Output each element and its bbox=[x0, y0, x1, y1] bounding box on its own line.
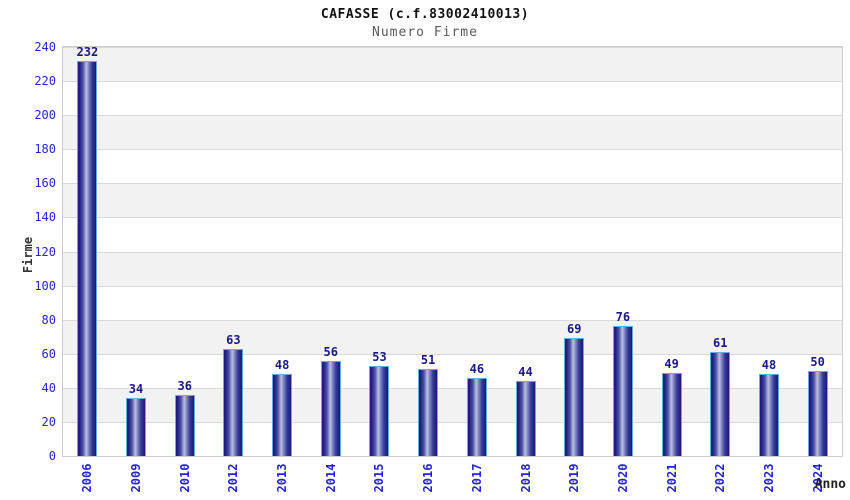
bar bbox=[564, 338, 585, 456]
y-tick-label: 100 bbox=[34, 278, 56, 293]
plot-band bbox=[63, 115, 842, 150]
x-tick-label: 2010 bbox=[177, 463, 192, 493]
plot-area: 232 34 36 63 48 56 53 51 46 44 69 76 49 61 48 50 bbox=[62, 44, 843, 457]
plot-band bbox=[63, 183, 842, 218]
y-tick-label: 20 bbox=[41, 414, 56, 429]
bar-value-label: 36 bbox=[177, 378, 192, 393]
bar bbox=[272, 374, 293, 456]
x-tick-label: 2019 bbox=[567, 463, 582, 493]
x-tick-label: 2015 bbox=[372, 463, 387, 493]
x-tick-label: 2018 bbox=[518, 463, 533, 493]
bar-value-label: 63 bbox=[226, 332, 241, 347]
y-tick-label: 60 bbox=[41, 346, 56, 361]
gridline bbox=[63, 81, 842, 83]
bar-value-label: 46 bbox=[469, 361, 485, 376]
bar-value-label: 48 bbox=[274, 358, 290, 373]
gridline bbox=[63, 217, 842, 219]
bar-value-label: 50 bbox=[810, 354, 825, 369]
gridline bbox=[63, 149, 842, 151]
gridline bbox=[63, 421, 842, 423]
bar bbox=[758, 374, 779, 456]
bar bbox=[418, 369, 439, 456]
plot-band bbox=[63, 251, 842, 286]
y-tick-label: 180 bbox=[34, 142, 56, 157]
x-tick-label: 2021 bbox=[664, 463, 679, 493]
bar bbox=[77, 60, 98, 456]
gridline bbox=[63, 319, 842, 321]
bar-value-label: 69 bbox=[566, 322, 582, 337]
y-tick-label: 200 bbox=[34, 108, 56, 123]
bar-value-label: 51 bbox=[420, 353, 436, 368]
plot-band bbox=[63, 47, 842, 82]
bar-value-label: 61 bbox=[713, 336, 728, 351]
y-tick-label: 160 bbox=[34, 176, 56, 191]
y-tick-label: 140 bbox=[34, 210, 56, 225]
x-tick-label: 2017 bbox=[469, 463, 484, 493]
x-tick-label: 2009 bbox=[129, 463, 144, 493]
plot-band bbox=[63, 319, 842, 354]
gridline bbox=[63, 183, 842, 185]
x-tick-label: 2006 bbox=[80, 463, 95, 493]
bar-value-label: 56 bbox=[323, 344, 339, 359]
bar bbox=[661, 372, 682, 456]
gridline bbox=[63, 285, 842, 287]
bar bbox=[466, 377, 487, 456]
x-tick-label: 2020 bbox=[615, 463, 630, 493]
bar bbox=[126, 398, 147, 456]
x-tick-label: 2014 bbox=[323, 463, 338, 493]
y-tick-label: 240 bbox=[34, 40, 56, 54]
x-tick-label: 2023 bbox=[761, 463, 776, 493]
bar bbox=[515, 381, 536, 456]
chart-title: CAFASSE (c.f.83002410013) bbox=[320, 7, 530, 22]
y-tick-label: 120 bbox=[34, 244, 56, 259]
bar bbox=[807, 370, 828, 456]
bar-value-label: 34 bbox=[128, 382, 144, 397]
bar-value-label: 232 bbox=[76, 44, 99, 59]
bar bbox=[612, 326, 633, 456]
x-axis-title: Anno bbox=[814, 477, 846, 492]
bar-value-label: 48 bbox=[761, 358, 777, 373]
gridline bbox=[63, 251, 842, 253]
bar bbox=[320, 360, 341, 456]
y-tick-label: 0 bbox=[48, 449, 56, 463]
bar-value-label: 44 bbox=[518, 365, 533, 380]
bar bbox=[223, 348, 244, 456]
x-tick-label: 2016 bbox=[421, 463, 436, 493]
x-tick-label: 2022 bbox=[713, 463, 728, 493]
x-tick-label: 2013 bbox=[275, 463, 290, 493]
bar-value-label: 76 bbox=[615, 310, 631, 325]
bar-value-label: 53 bbox=[372, 349, 387, 364]
gridline bbox=[63, 353, 842, 355]
bar bbox=[710, 352, 731, 456]
gridline bbox=[63, 115, 842, 117]
x-tick-label: 2012 bbox=[226, 463, 241, 493]
gridline bbox=[63, 387, 842, 389]
bar bbox=[369, 365, 390, 456]
chart-subtitle: Numero Firme bbox=[372, 25, 478, 40]
gridline bbox=[63, 47, 842, 48]
y-tick-label: 40 bbox=[41, 380, 56, 395]
bar bbox=[174, 394, 195, 456]
y-tick-label: 220 bbox=[34, 74, 56, 89]
y-tick-label: 80 bbox=[41, 312, 56, 327]
bar-value-label: 49 bbox=[664, 356, 679, 371]
